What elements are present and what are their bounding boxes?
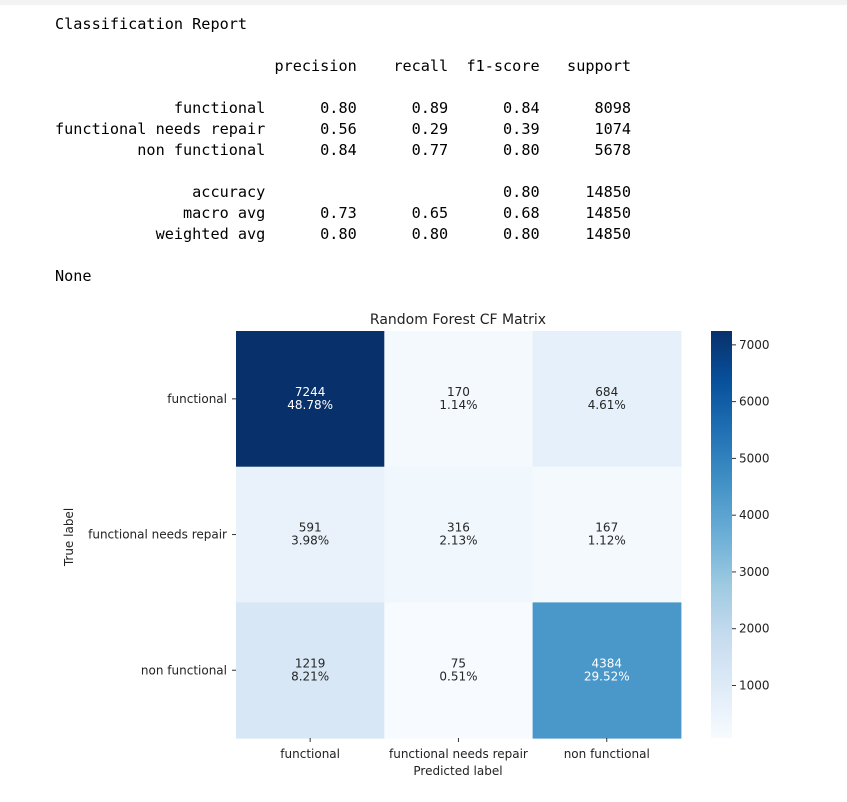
cell-count-label: 170 xyxy=(447,385,470,399)
cell-percent-label: 0.51% xyxy=(439,669,477,683)
classification-report: Classification Report precision recall f… xyxy=(55,15,632,243)
colorbar-tick-label: 5000 xyxy=(739,451,770,465)
cell-percent-label: 1.12% xyxy=(588,534,626,548)
cell-percent-label: 2.13% xyxy=(439,534,477,548)
cell-count-label: 684 xyxy=(595,385,618,399)
cell-count-label: 4384 xyxy=(591,656,622,670)
heatmap-cell xyxy=(236,466,385,603)
colorbar-tick-label: 2000 xyxy=(739,622,770,636)
colorbar-tick-label: 3000 xyxy=(739,565,770,579)
heatmap-cell xyxy=(384,466,534,603)
heatmap-cell xyxy=(236,602,385,739)
colorbar-tick-label: 1000 xyxy=(739,678,770,692)
cell-percent-label: 3.98% xyxy=(291,534,329,548)
y-axis-label: True label xyxy=(62,508,76,567)
cell-count-label: 316 xyxy=(447,521,470,535)
cell-percent-label: 8.21% xyxy=(291,669,329,683)
heatmap-cell xyxy=(532,331,682,468)
x-tick-label: non functional xyxy=(564,747,650,761)
colorbar-tick-label: 7000 xyxy=(739,338,770,352)
heatmap-cell xyxy=(532,602,682,739)
y-tick-label: functional xyxy=(167,392,227,406)
y-tick-label: functional needs repair xyxy=(88,528,227,542)
x-tick-label: functional xyxy=(280,747,340,761)
colorbar xyxy=(711,331,732,738)
cell-count-label: 7244 xyxy=(295,385,326,399)
cell-count-label: 75 xyxy=(451,656,466,670)
heatmap-cell xyxy=(384,602,534,739)
heatmap-cell xyxy=(532,466,682,603)
y-tick-label: non functional xyxy=(141,663,227,677)
cell-percent-label: 48.78% xyxy=(287,398,333,412)
chart-title: Random Forest CF Matrix xyxy=(370,312,546,328)
colorbar-tick-label: 4000 xyxy=(739,508,770,522)
x-axis-label: Predicted label xyxy=(413,764,502,778)
colorbar-tick-label: 6000 xyxy=(739,395,770,409)
heatmap-cell xyxy=(384,331,534,468)
heatmap-cell xyxy=(236,331,385,468)
cell-count-label: 1219 xyxy=(295,656,326,670)
cell-count-label: 591 xyxy=(299,521,322,535)
x-tick-label: functional needs repair xyxy=(389,747,528,761)
output-none: None xyxy=(55,267,92,285)
cell-percent-label: 1.14% xyxy=(439,398,477,412)
cell-percent-label: 29.52% xyxy=(584,669,630,683)
cell-count-label: 167 xyxy=(595,521,618,535)
top-border xyxy=(0,0,847,5)
cell-percent-label: 4.61% xyxy=(588,398,626,412)
